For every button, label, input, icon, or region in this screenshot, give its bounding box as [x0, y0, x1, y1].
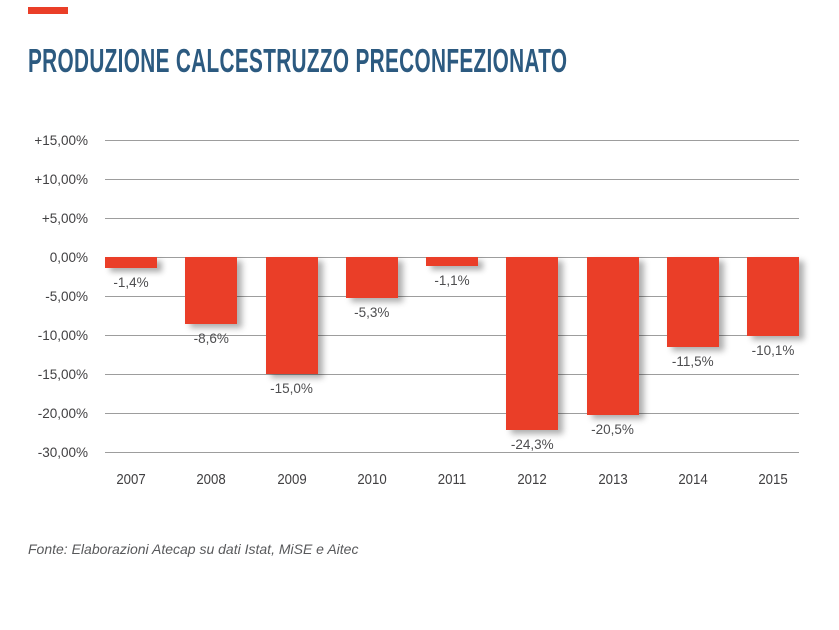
gridline: [105, 140, 799, 141]
bar: [105, 257, 157, 268]
ytick-label: +5,00%: [41, 211, 88, 226]
bar: [747, 257, 799, 336]
bar-value-label: -5,3%: [354, 305, 390, 321]
bar: [666, 257, 719, 347]
source-note: Fonte: Elaborazioni Atecap su dati Istat…: [28, 541, 359, 557]
bar-value-label: -1,1%: [434, 272, 470, 288]
gridline: [105, 374, 799, 375]
ytick-label: +10,00%: [34, 172, 88, 187]
year-label: 2011: [437, 471, 467, 488]
gridline: [105, 218, 799, 219]
ytick-label: -10,00%: [37, 328, 88, 343]
bar-value-label: -11,5%: [671, 353, 714, 369]
year-label: 2007: [116, 471, 146, 488]
ytick-label: -5,00%: [45, 289, 88, 304]
bar: [586, 257, 639, 415]
year-label: 2012: [517, 471, 547, 488]
page-title: PRODUZIONE CALCESTRUZZO PRECONFEZIONATO: [28, 42, 568, 79]
bar: [426, 257, 478, 266]
year-label: 2014: [678, 471, 708, 488]
ytick-label: 0,00%: [49, 250, 88, 265]
accent-dash: [28, 7, 68, 14]
bar: [265, 257, 318, 374]
year-label: 2013: [597, 471, 628, 488]
bar-value-label: -24,3%: [510, 436, 554, 452]
bar-value-label: -10,1%: [751, 342, 795, 358]
ytick-label: +15,00%: [34, 133, 88, 148]
bar-value-label: -1,4%: [113, 274, 149, 290]
gridline: [105, 413, 799, 414]
year-label: 2015: [758, 471, 788, 488]
bar: [185, 257, 238, 325]
ytick-label: -15,00%: [37, 367, 88, 382]
year-label: 2010: [357, 471, 387, 488]
bar-value-label: -8,6%: [193, 331, 229, 347]
gridline: [105, 452, 799, 453]
ytick-label: -20,00%: [37, 406, 88, 421]
year-label: 2008: [196, 471, 226, 488]
gridline: [105, 296, 799, 297]
gridline: [105, 179, 799, 180]
bar: [345, 257, 398, 299]
bar: [506, 257, 559, 430]
gridline: [105, 335, 799, 336]
bar-value-label: -20,5%: [591, 421, 634, 437]
bar-value-label: -15,0%: [270, 381, 313, 396]
ytick-label: -30,00%: [37, 445, 88, 460]
year-label: 2009: [276, 471, 307, 488]
